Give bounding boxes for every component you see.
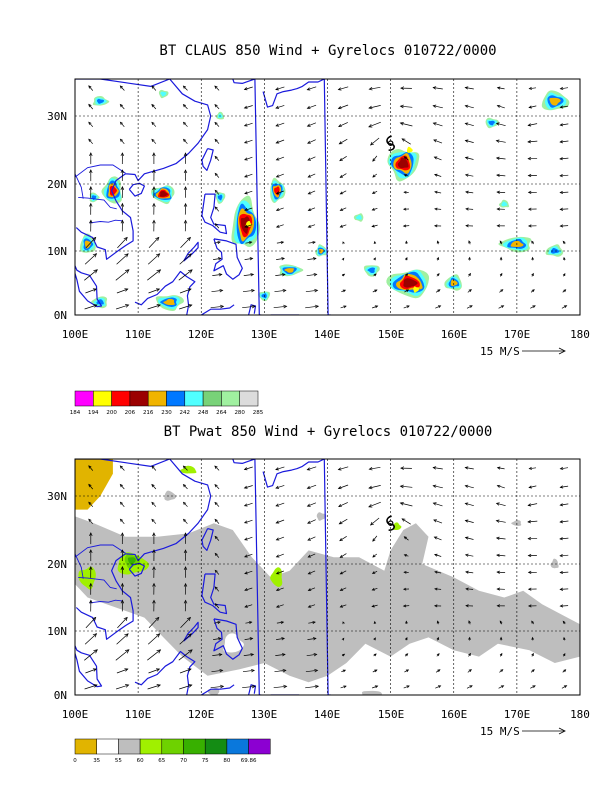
colorbar-label-7: 248 [198, 410, 209, 416]
colorbar-swatch-4 [161, 738, 184, 755]
colorbar-swatch-9 [239, 390, 259, 407]
panel1-y-ticks: 0N 10N 20N 30N [47, 110, 67, 322]
panel1-xtick-160E: 160E [441, 328, 468, 341]
colorbar-swatch-1 [93, 390, 112, 407]
panel1-frame [74, 78, 581, 316]
colorbar-swatch-3 [129, 390, 149, 407]
coastline [75, 79, 331, 315]
panel2-vector-ref-label: 15 M/S [480, 725, 520, 738]
panel1-xtick-150E: 150E [378, 328, 405, 341]
colorbar-label-2: 200 [106, 410, 117, 416]
panel1-map-area [75, 79, 580, 315]
panel2-xtick-180: 180 [570, 708, 590, 721]
panel2-map-area [75, 459, 580, 695]
wind-vectors [84, 85, 569, 310]
panel1-x-ticks: 100E 110E 120E 130E 140E 150E 160E 170E … [62, 328, 590, 341]
panel1-xtick-180: 180 [570, 328, 590, 341]
panel1-title: BT CLAUS 850 Wind + Gyrelocs 010722/0000 [159, 43, 496, 59]
panel2-xtick-150E: 150E [378, 708, 405, 721]
colorbar-label-3: 60 [137, 758, 144, 764]
gyre-location-symbol [386, 135, 395, 151]
colorbar-swatch-5 [183, 738, 206, 755]
panel1-vector-ref-label: 15 M/S [480, 345, 520, 358]
panel2-xtick-170E: 170E [504, 708, 531, 721]
colorbar-label-2: 55 [115, 758, 122, 764]
panel2-title: BT Pwat 850 Wind + Gyrelocs 010722/0000 [164, 424, 493, 440]
colorbar-swatch-3 [139, 738, 163, 755]
colorbar-label-6: 242 [180, 410, 191, 416]
panel1-colorbar: 184 194 200 206 216 230 242 248 264 280 285 [70, 390, 264, 416]
colorbar-label-5: 70 [180, 758, 187, 764]
colorbar-label-7: 80 [223, 758, 230, 764]
colorbar-label-1: 194 [88, 410, 99, 416]
panel2-x-ticks: 100E 110E 120E 130E 140E 150E 160E 170E … [62, 708, 590, 721]
panel2-xtick-130E: 130E [251, 708, 278, 721]
panel2-y-ticks: 0N 10N 20N 30N [47, 490, 67, 702]
panel2-ytick-0N: 0N [54, 689, 67, 702]
colorbar-swatch-7 [202, 390, 222, 407]
colorbar-swatch-8 [248, 738, 271, 755]
panel2-xtick-100E: 100E [62, 708, 89, 721]
colorbar-label-4: 216 [143, 410, 154, 416]
colorbar-swatch-6 [184, 390, 204, 407]
lat-lon-grid [75, 79, 580, 315]
colorbar-label-6: 75 [202, 758, 209, 764]
colorbar-label-1: 35 [93, 758, 100, 764]
panel2-frame [74, 458, 581, 696]
colorbar-swatch-0 [74, 390, 94, 407]
panel1-ytick-0N: 0N [54, 309, 67, 322]
colorbar-swatch-0 [74, 738, 97, 755]
colorbar-label-3: 206 [125, 410, 136, 416]
panel1-xtick-140E: 140E [314, 328, 341, 341]
panel1-xtick-130E: 130E [251, 328, 278, 341]
panel1-xtick-120E: 120E [188, 328, 215, 341]
colorbar-label-0: 184 [70, 410, 81, 416]
panel2-xtick-120E: 120E [188, 708, 215, 721]
coastline [75, 459, 331, 695]
panel1-xtick-170E: 170E [504, 328, 531, 341]
panel1-xtick-110E: 110E [125, 328, 152, 341]
colorbar-swatch-6 [204, 738, 228, 755]
wind-vectors [84, 465, 569, 690]
panel2-colorbar: 0 35 55 60 65 70 75 80 69.86 [73, 738, 271, 764]
panel2-ytick-30N: 30N [47, 490, 67, 503]
panel2-xtick-110E: 110E [125, 708, 152, 721]
colorbar-label-8: 264 [216, 410, 227, 416]
cloud-top-field [79, 89, 570, 312]
colorbar-swatch-7 [226, 738, 249, 755]
colorbar-label-5: 230 [161, 410, 172, 416]
lat-lon-grid [75, 459, 580, 695]
colorbar-label-10: 285 [253, 410, 264, 416]
colorbar-label-0: 0 [73, 758, 77, 764]
panel1-ytick-10N: 10N [47, 245, 67, 258]
colorbar-swatch-5 [166, 390, 186, 407]
colorbar-swatch-4 [147, 390, 167, 407]
panel2-xtick-140E: 140E [314, 708, 341, 721]
gyre-location-symbol [386, 515, 395, 531]
colorbar-swatch-1 [96, 738, 119, 755]
panel2-ytick-10N: 10N [47, 625, 67, 638]
panel1-xtick-100E: 100E [62, 328, 89, 341]
panel2-vector-reference: 15 M/S [480, 725, 566, 738]
colorbar-label-8: 69.86 [241, 758, 257, 764]
colorbar-swatch-2 [118, 738, 141, 755]
panel1-ytick-30N: 30N [47, 110, 67, 123]
panel1-vector-reference: 15 M/S [480, 345, 566, 358]
panel2-ytick-20N: 20N [47, 558, 67, 571]
colorbar-swatch-8 [221, 390, 240, 407]
panel2-xtick-160E: 160E [441, 708, 468, 721]
colorbar-swatch-2 [111, 390, 131, 407]
panel1-ytick-20N: 20N [47, 178, 67, 191]
colorbar-label-4: 65 [158, 758, 165, 764]
colorbar-label-9: 280 [234, 410, 245, 416]
